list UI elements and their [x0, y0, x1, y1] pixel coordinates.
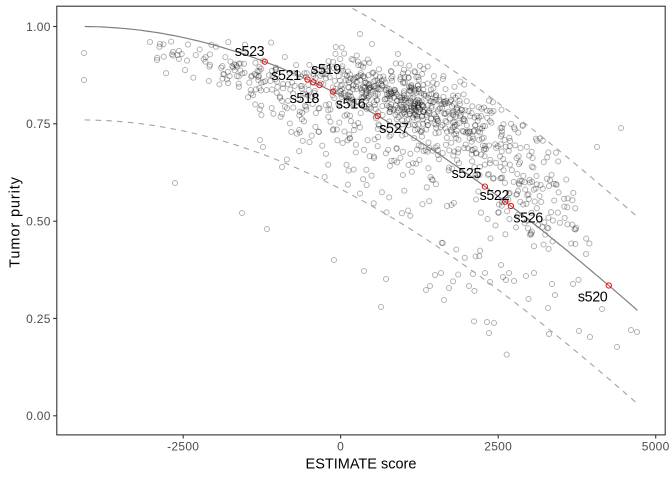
svg-text:s518: s518: [290, 91, 320, 107]
svg-text:ESTIMATE score: ESTIMATE score: [306, 457, 417, 473]
svg-text:0.50: 0.50: [26, 215, 51, 229]
svg-text:s527: s527: [379, 121, 409, 137]
svg-text:1.00: 1.00: [26, 20, 51, 34]
svg-text:0.25: 0.25: [26, 312, 51, 326]
svg-text:s520: s520: [578, 290, 608, 306]
svg-text:0.00: 0.00: [26, 409, 51, 423]
svg-text:s519: s519: [311, 62, 341, 78]
svg-text:s522: s522: [480, 188, 510, 204]
svg-text:0: 0: [337, 440, 344, 454]
svg-text:0.75: 0.75: [26, 117, 51, 131]
svg-text:s523: s523: [235, 44, 265, 60]
svg-text:s525: s525: [452, 166, 482, 182]
svg-text:s521: s521: [271, 68, 301, 84]
svg-text:Tumor purity: Tumor purity: [8, 176, 24, 268]
svg-text:5000: 5000: [642, 440, 670, 454]
svg-text:2500: 2500: [484, 440, 512, 454]
svg-text:s516: s516: [336, 96, 366, 112]
svg-text:-2500: -2500: [167, 440, 199, 454]
svg-text:s526: s526: [513, 211, 543, 227]
